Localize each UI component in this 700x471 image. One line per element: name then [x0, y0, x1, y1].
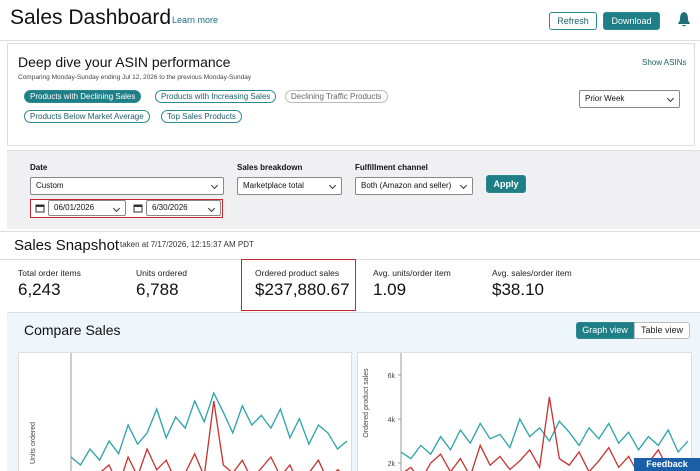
calendar-icon: [35, 204, 45, 213]
snapshot-time: taken at 7/17/2026, 12:15:37 AM PDT: [120, 240, 254, 249]
refresh-button[interactable]: Refresh: [549, 12, 597, 30]
metric-label: Units ordered: [136, 268, 188, 278]
learn-more-link[interactable]: Learn more: [172, 15, 219, 25]
show-asins-link[interactable]: Show ASINs: [642, 58, 687, 67]
y-axis-label: Ordered product sales: [363, 368, 370, 438]
divider: [0, 40, 700, 41]
metric-value: $38.10: [492, 280, 544, 299]
start-date-input[interactable]: 06/01/2026: [48, 200, 126, 216]
series-line: [404, 396, 689, 471]
metric-value: 1.09: [373, 280, 407, 299]
calendar-icon: [133, 204, 143, 213]
chart: 2k 4k 6k Ordered product sales: [357, 352, 692, 471]
feedback-button[interactable]: Feedback: [634, 458, 700, 471]
filter-pill[interactable]: Products with Increasing Sales: [155, 90, 277, 103]
graph-view-tab[interactable]: Graph view: [576, 322, 634, 339]
compare-title: Compare Sales: [24, 322, 121, 338]
apply-button[interactable]: Apply: [486, 175, 526, 193]
period-select[interactable]: Prior Week: [579, 90, 680, 108]
deep-dive-subtitle: Comparing Monday-Sunday ending Jul 12, 2…: [18, 74, 252, 81]
deep-dive-title: Deep dive your ASIN performance: [18, 54, 231, 70]
y-tick-label: 2k: [388, 461, 396, 468]
metric-value: 6,243: [18, 280, 61, 299]
filter-pill[interactable]: Declining Traffic Products: [285, 90, 388, 103]
snapshot-title: Sales Snapshot: [14, 237, 120, 254]
breakdown-select[interactable]: Marketplace total: [237, 177, 342, 195]
y-tick-label: 6k: [388, 373, 396, 380]
breakdown-label: Sales breakdown: [237, 163, 303, 172]
highlight-box: [241, 259, 356, 311]
channel-select[interactable]: Both (Amazon and seller): [355, 177, 473, 195]
deep-dive-panel: [7, 43, 695, 146]
y-tick-label: 4k: [388, 417, 396, 424]
bell-icon[interactable]: [677, 11, 691, 29]
date-mode-select[interactable]: Custom: [30, 177, 224, 195]
y-axis-label: Units ordered: [30, 422, 37, 464]
divider: [0, 231, 700, 232]
metric-label: Ordered product sales: [255, 268, 340, 278]
series-line: [100, 400, 341, 471]
page-title: Sales Dashboard: [10, 6, 172, 29]
metric-value: 6,788: [136, 280, 179, 299]
filter-pill[interactable]: Products Below Market Average: [24, 110, 150, 123]
filter-pill[interactable]: Top Sales Products: [161, 110, 242, 123]
channel-label: Fulfillment channel: [355, 163, 428, 172]
download-button[interactable]: Download: [603, 12, 660, 30]
metric-value: $237,880.67: [255, 280, 350, 299]
metric-label: Avg. units/order item: [373, 268, 451, 278]
series-line: [70, 391, 348, 466]
series-line: [400, 417, 689, 460]
end-date-input[interactable]: 6/30/2026: [146, 200, 221, 216]
filter-pill[interactable]: Products with Declining Sales: [24, 90, 142, 103]
metric-label: Avg. sales/order item: [492, 268, 572, 278]
date-label: Date: [30, 163, 48, 172]
metric-label: Total order items: [18, 268, 81, 278]
table-view-tab[interactable]: Table view: [634, 322, 690, 339]
chart: Units ordered: [18, 352, 352, 471]
